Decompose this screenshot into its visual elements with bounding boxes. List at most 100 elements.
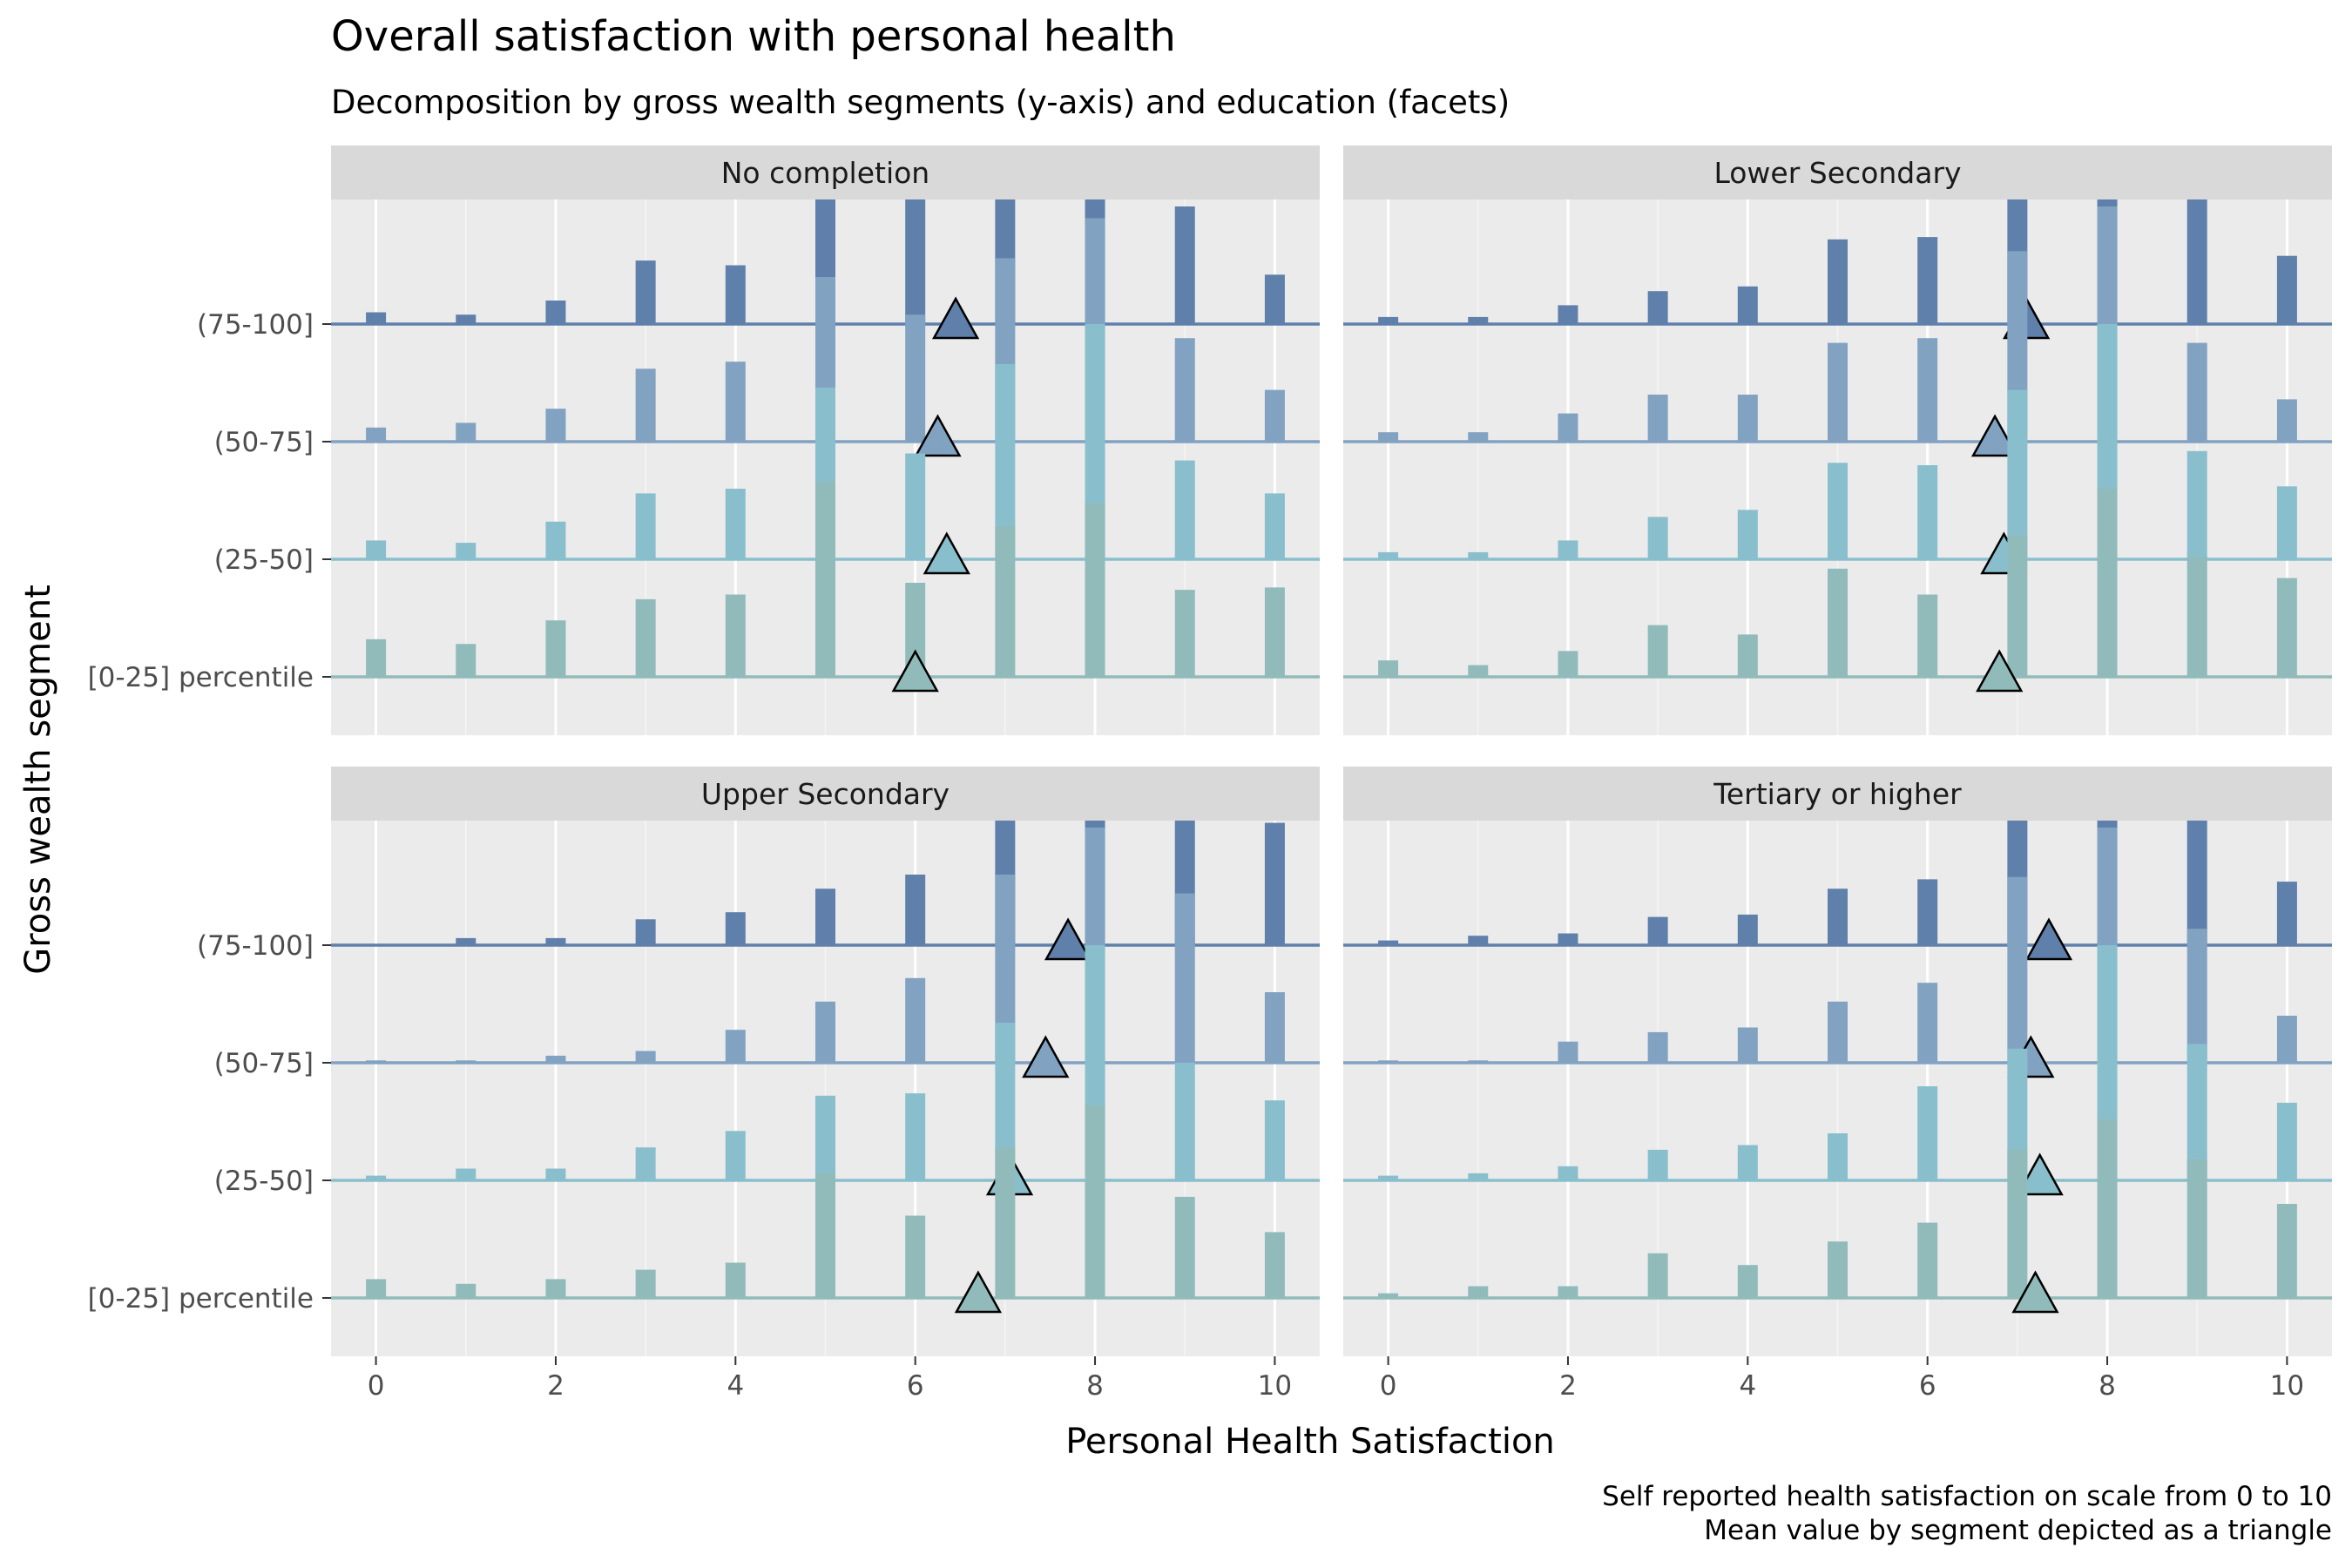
bar xyxy=(545,1055,566,1064)
facet-plot-area xyxy=(1343,821,2332,1314)
bar xyxy=(1647,395,1668,443)
y-tick-label: [0-25] percentile xyxy=(88,1283,314,1315)
bar xyxy=(1647,625,1668,678)
bar xyxy=(456,422,476,443)
bar xyxy=(456,314,476,325)
bar xyxy=(2276,1016,2297,1064)
bar xyxy=(2276,255,2297,325)
bar xyxy=(1917,338,1938,443)
bar xyxy=(2186,557,2207,678)
bar xyxy=(635,260,656,325)
x-tick-label: 4 xyxy=(1739,1370,1756,1402)
bar xyxy=(995,1023,1016,1181)
x-axis-title: Personal Health Satisfaction xyxy=(1065,1422,1555,1462)
bar xyxy=(1737,395,1758,443)
bar xyxy=(725,1131,746,1181)
bar xyxy=(2186,1159,2207,1299)
bar xyxy=(1085,1105,1105,1299)
bar xyxy=(2007,536,2028,678)
bar xyxy=(1737,286,1758,325)
bar xyxy=(1917,983,1938,1064)
bar xyxy=(366,427,387,443)
bar xyxy=(1828,1241,1848,1299)
y-tick-label: (50-75] xyxy=(214,1048,314,1079)
bar xyxy=(1468,1286,1489,1299)
bar xyxy=(1378,551,1399,560)
y-tick-label: [0-25] percentile xyxy=(88,662,314,693)
bar xyxy=(1647,1149,1668,1181)
bar xyxy=(1737,510,1758,560)
mean-triangle xyxy=(2011,1270,2059,1314)
bar xyxy=(545,1279,566,1299)
bar xyxy=(725,1030,746,1064)
bar xyxy=(545,301,566,325)
bar xyxy=(1647,291,1668,325)
caption-line-1: Self reported health satisfaction on sca… xyxy=(1602,1481,2332,1512)
facet-plot-area xyxy=(331,199,1320,693)
mean-triangle xyxy=(1022,1035,1070,1078)
bar xyxy=(905,1093,926,1181)
facet-lower-secondary: Lower Secondary xyxy=(1343,145,2332,735)
bar xyxy=(456,1283,476,1299)
bar xyxy=(635,368,656,443)
series-0-25-percentile xyxy=(331,481,1320,693)
bar xyxy=(1378,1293,1399,1299)
bar xyxy=(1647,916,1668,946)
bar xyxy=(1558,305,1578,325)
bar xyxy=(1917,1222,1938,1299)
y-tick-label: (25-50] xyxy=(214,1166,314,1197)
facet-upper-secondary: Upper Secondary xyxy=(331,767,1320,1356)
bar xyxy=(725,362,746,443)
bar xyxy=(366,312,387,325)
bar xyxy=(2186,199,2207,325)
bar xyxy=(1174,590,1195,678)
mean-triangle xyxy=(931,296,980,340)
mean-triangle xyxy=(2024,917,2073,961)
bar xyxy=(1174,1196,1195,1299)
bar xyxy=(366,639,387,678)
bar xyxy=(366,1175,387,1181)
bar xyxy=(456,1060,476,1064)
bar xyxy=(1828,568,1848,678)
bar xyxy=(1828,1001,1848,1064)
bar xyxy=(545,521,566,560)
bar xyxy=(1264,493,1285,560)
x-tick-label: 6 xyxy=(907,1370,924,1402)
bar xyxy=(635,1051,656,1064)
bar xyxy=(545,1168,566,1181)
bar xyxy=(995,1147,1016,1299)
mean-triangle xyxy=(2016,1152,2064,1196)
bar xyxy=(2186,1044,2207,1181)
bar xyxy=(2186,450,2207,560)
chart-title: Overall satisfaction with personal healt… xyxy=(331,12,1176,61)
x-tick-label: 2 xyxy=(547,1370,564,1402)
bar xyxy=(905,199,926,325)
bar xyxy=(725,1262,746,1299)
bar xyxy=(1737,914,1758,946)
x-tick-label: 8 xyxy=(2099,1370,2116,1402)
bar xyxy=(905,875,926,946)
bar xyxy=(905,977,926,1064)
bar xyxy=(1468,1173,1489,1181)
bar xyxy=(1828,239,1848,325)
bar xyxy=(2276,399,2297,443)
bar xyxy=(1828,463,1848,560)
bar xyxy=(1828,1133,1848,1181)
bar xyxy=(1558,540,1578,560)
bar xyxy=(635,919,656,946)
bar xyxy=(1917,465,1938,560)
series-0-25-percentile xyxy=(331,1105,1320,1314)
bar xyxy=(905,1215,926,1299)
bar xyxy=(1558,933,1578,946)
bar xyxy=(1264,822,1285,946)
bar xyxy=(1737,1145,1758,1181)
bar xyxy=(1468,1060,1489,1064)
bar xyxy=(1468,551,1489,560)
bar xyxy=(1174,893,1195,1064)
facet-tertiary-or-higher: Tertiary or higher xyxy=(1343,767,2332,1356)
x-tick-label: 4 xyxy=(727,1370,744,1402)
y-tick-label: (75-100] xyxy=(197,930,314,962)
bar xyxy=(1647,1253,1668,1299)
bar xyxy=(2007,389,2028,560)
facet-strip-label: Upper Secondary xyxy=(701,777,950,811)
